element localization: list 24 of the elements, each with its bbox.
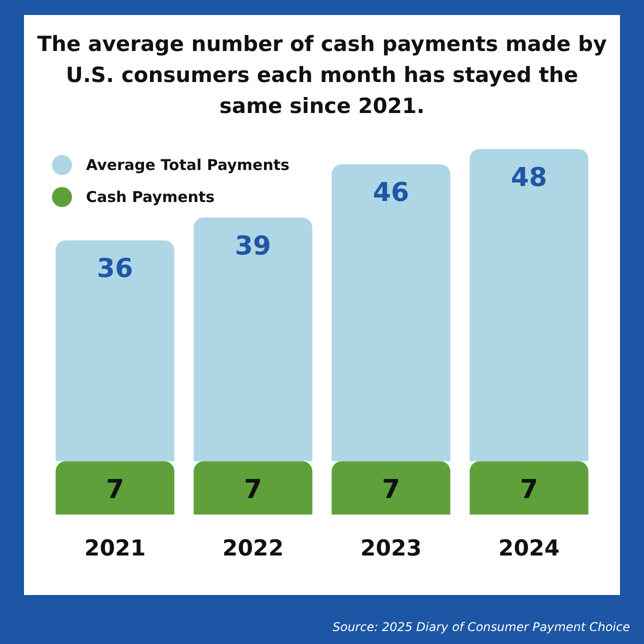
x-tick-label: 2021 (84, 536, 146, 562)
data-label: 7 (106, 475, 124, 506)
bar (56, 461, 174, 515)
bar (332, 164, 450, 462)
bar (470, 461, 588, 515)
chart-title: The average number of cash payments made by U.S. consumers each month has stayed the same since 2021. (36, 31, 608, 120)
total-label: 46 (372, 178, 410, 208)
legend-label: Cash Payments (86, 188, 215, 206)
bar (194, 218, 312, 462)
total-label: 39 (234, 231, 272, 262)
total-label: 48 (510, 162, 548, 193)
total-label: 36 (96, 254, 134, 284)
bar (56, 240, 174, 462)
data-label: 7 (244, 475, 262, 506)
source-note: Source: 2025 Diary of Consumer Payment Choice (332, 620, 630, 634)
data-label: 7 (382, 475, 400, 506)
bar (332, 461, 450, 515)
bar (194, 461, 312, 515)
x-tick-label: 2023 (360, 536, 422, 562)
x-tick-label: 2022 (222, 536, 284, 562)
legend-label: Average Total Payments (86, 156, 290, 174)
x-tick-label: 2024 (498, 536, 560, 562)
bar (470, 149, 588, 462)
data-label: 7 (520, 475, 538, 506)
